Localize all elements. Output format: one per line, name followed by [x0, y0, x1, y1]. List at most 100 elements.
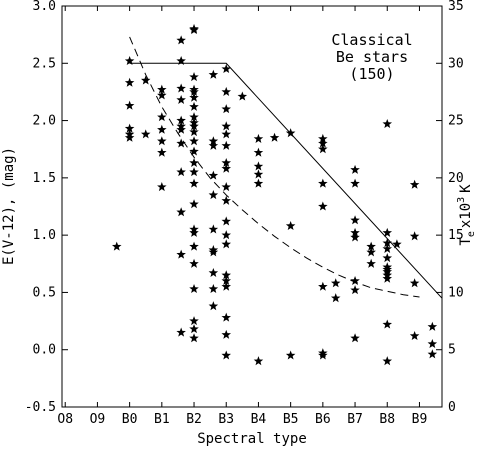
data-point	[189, 86, 199, 96]
data-point	[350, 164, 360, 174]
data-point	[189, 157, 199, 168]
data-point	[124, 100, 135, 110]
data-point	[269, 132, 280, 142]
data-point	[208, 136, 219, 146]
data-point	[208, 247, 219, 257]
data-point	[189, 101, 199, 111]
data-point	[221, 129, 231, 139]
x-tick-label: B8	[379, 412, 395, 427]
solid-line	[129, 62, 443, 299]
y2-title-unit: K	[458, 184, 474, 193]
annotation-line-1: Classical	[331, 31, 412, 49]
data-point	[124, 123, 135, 133]
data-point	[176, 207, 186, 217]
data-point	[124, 77, 135, 87]
data-point	[221, 86, 231, 96]
data-point	[221, 163, 231, 173]
data-point	[366, 258, 376, 268]
data-point	[253, 169, 264, 179]
data-point	[221, 275, 231, 286]
x-tick-label: B1	[154, 412, 170, 427]
data-point	[124, 55, 135, 66]
data-point	[221, 239, 231, 249]
data-point	[382, 253, 393, 263]
data-point	[189, 127, 199, 137]
data-point	[221, 312, 231, 322]
data-point	[253, 356, 264, 366]
data-point	[189, 23, 199, 33]
data-point	[176, 124, 186, 134]
data-point	[189, 283, 199, 294]
x-tick-label: B6	[315, 412, 331, 427]
y2-tick-labels: 35 30 25 20 15 10 5 0	[448, 0, 464, 415]
data-point	[189, 72, 199, 82]
data-point	[409, 231, 420, 241]
data-point	[124, 132, 135, 142]
data-point	[318, 178, 328, 188]
data-point	[318, 350, 328, 360]
data-point	[176, 55, 186, 66]
data-point	[176, 249, 186, 259]
data-point	[176, 94, 186, 104]
plot-frame	[61, 5, 443, 408]
data-point	[189, 178, 199, 188]
data-point	[350, 275, 360, 286]
data-point	[208, 69, 219, 79]
y-tick-label: 1.0	[33, 228, 56, 243]
x-tick-label: B2	[186, 412, 202, 427]
y2-axis-title: Te x103 K	[456, 184, 477, 246]
data-point	[208, 170, 219, 180]
axis-ticks	[62, 5, 442, 408]
data-point	[366, 241, 376, 251]
data-point	[285, 128, 296, 138]
data-point	[350, 178, 360, 188]
data-point	[189, 146, 199, 156]
data-point	[382, 273, 393, 283]
data-point	[221, 121, 231, 131]
data-point	[253, 161, 264, 171]
x-axis-title: Spectral type	[197, 431, 307, 447]
data-point	[176, 138, 186, 148]
x-tick-label: B5	[283, 412, 299, 427]
data-point	[318, 133, 328, 143]
data-point	[318, 281, 328, 291]
y2-tick-label: 10	[448, 285, 464, 300]
data-point	[189, 324, 199, 334]
data-point	[350, 215, 360, 225]
data-point	[176, 115, 186, 125]
data-point	[221, 216, 231, 226]
data-point	[208, 283, 219, 294]
data-point	[409, 179, 420, 189]
x-tick-label: O8	[57, 412, 73, 427]
y2-title-sub: e	[466, 231, 477, 237]
data-point	[189, 258, 199, 268]
y-tick-label: -0.5	[25, 400, 56, 415]
x-tick-labels: O8 O9 B0 B1 B2 B3 B4 B5 B6 B7 B8 B9	[57, 412, 427, 427]
x-tick-label: B3	[218, 412, 234, 427]
y2-tick-label: 20	[448, 171, 464, 186]
data-point	[189, 199, 199, 209]
data-point	[253, 147, 264, 157]
x-tick-label: B9	[412, 412, 428, 427]
y2-tick-label: 5	[448, 343, 456, 358]
data-point	[157, 124, 167, 134]
model-lines	[129, 36, 443, 299]
data-point	[221, 350, 231, 360]
data-point	[427, 321, 438, 331]
data-point	[221, 329, 231, 339]
y2-title-sup: 3	[456, 197, 467, 203]
data-points	[111, 23, 438, 366]
data-point	[409, 330, 420, 341]
data-point	[176, 83, 186, 93]
data-point	[157, 147, 167, 157]
y-tick-labels: 3.0 2.5 2.0 1.5 1.0 0.5 0.0 -0.5	[25, 0, 56, 415]
data-point	[140, 129, 151, 139]
data-point	[350, 227, 360, 237]
y-tick-label: 2.0	[33, 114, 56, 129]
y-tick-label: 0.0	[33, 343, 56, 358]
data-point	[427, 349, 438, 359]
y2-tick-label: 15	[448, 228, 464, 243]
data-point	[221, 230, 231, 240]
